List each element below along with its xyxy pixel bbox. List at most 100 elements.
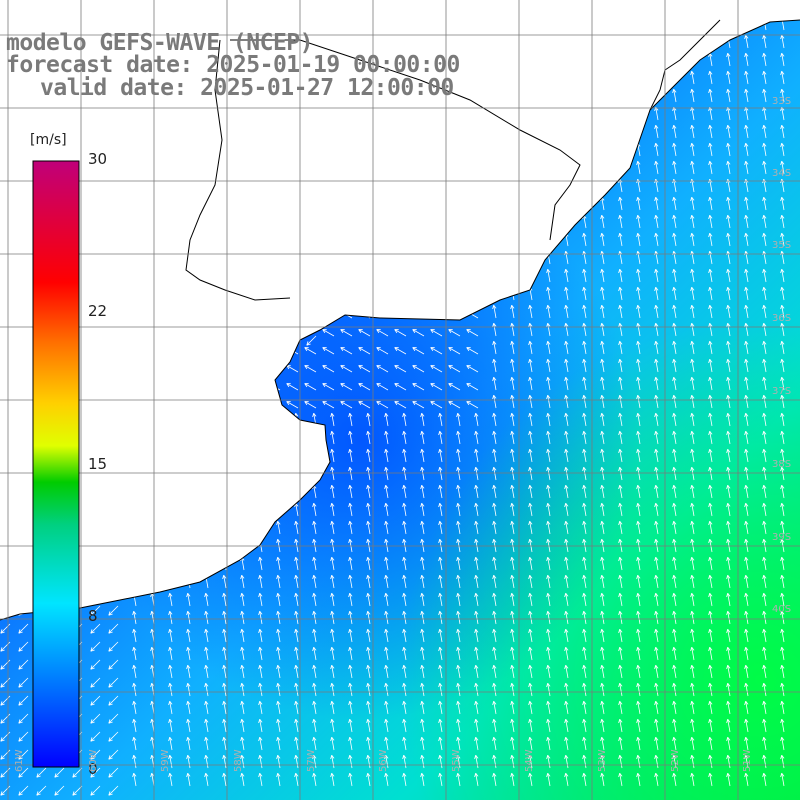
wind-arrow-head xyxy=(709,34,713,39)
wind-arrow-head xyxy=(448,275,452,280)
wind-arrow-head xyxy=(312,413,315,418)
wind-arrow-head xyxy=(709,124,713,129)
wind-arrow-head xyxy=(727,556,731,561)
wind-arrow-head xyxy=(412,167,416,172)
wind-arrow xyxy=(214,365,227,373)
wind-arrow-head xyxy=(457,646,461,651)
wind-arrow-head xyxy=(0,199,5,202)
wind-arrow-head xyxy=(618,287,621,292)
wind-arrow-head xyxy=(726,323,729,328)
wind-arrow-head xyxy=(252,197,255,202)
wind-arrow xyxy=(0,623,11,634)
wind-arrow xyxy=(655,251,659,265)
wind-arrow-head xyxy=(270,145,275,148)
wind-arrow-head xyxy=(466,131,470,136)
wind-arrow-head xyxy=(216,341,219,346)
wind-arrow-head xyxy=(493,448,497,453)
wind-arrow-head xyxy=(637,304,641,309)
wind-arrow-head xyxy=(376,293,380,298)
wind-arrow xyxy=(673,341,677,355)
wind-arrow xyxy=(547,89,551,103)
wind-arrow xyxy=(511,521,515,535)
wind-arrow-head xyxy=(402,575,405,580)
wind-arrow xyxy=(412,293,425,301)
wind-arrow-head xyxy=(474,611,477,616)
wind-arrow-head xyxy=(168,557,171,562)
wind-arrow xyxy=(709,611,713,625)
wind-arrow-head xyxy=(330,629,333,634)
wind-arrow-head xyxy=(72,143,75,148)
wind-arrow-head xyxy=(763,268,767,273)
wind-arrow-head xyxy=(510,287,513,292)
wind-arrow-head xyxy=(54,109,59,112)
wind-arrow xyxy=(162,173,173,184)
wind-arrow-head xyxy=(277,502,281,507)
wind-arrow-head xyxy=(240,575,243,580)
wind-arrow-head xyxy=(240,467,243,472)
wind-arrow xyxy=(583,395,587,409)
wind-arrow-head xyxy=(709,20,713,21)
wind-arrow-head xyxy=(493,430,497,435)
wind-arrow xyxy=(358,41,371,49)
wind-arrow-head xyxy=(223,646,227,651)
wind-arrow-head xyxy=(690,269,693,274)
wind-arrow xyxy=(277,575,281,589)
wind-arrow-head xyxy=(673,196,677,201)
wind-arrow-head xyxy=(277,646,281,651)
wind-arrow-head xyxy=(252,145,257,148)
wind-arrow xyxy=(322,383,335,391)
wind-arrow xyxy=(205,629,209,643)
wind-arrow xyxy=(547,341,551,355)
wind-arrow xyxy=(340,347,353,355)
wind-arrow xyxy=(252,155,263,166)
wind-arrow-head xyxy=(394,149,398,154)
wind-arrow-head xyxy=(108,269,111,274)
wind-arrow-head xyxy=(108,613,113,616)
wind-arrow xyxy=(252,101,263,112)
wind-arrow-head xyxy=(546,20,549,22)
wind-arrow xyxy=(394,293,407,301)
wind-arrow xyxy=(511,467,515,481)
wind-arrow xyxy=(457,575,461,589)
wind-arrow-head xyxy=(601,358,605,363)
wind-arrow-head xyxy=(366,413,369,418)
wind-arrow-head xyxy=(277,412,281,417)
wind-arrow xyxy=(214,383,227,391)
wind-arrow-head xyxy=(492,629,495,634)
wind-arrow-head xyxy=(745,592,749,597)
wind-arrow-head xyxy=(690,611,693,616)
wind-arrow-head xyxy=(546,197,549,202)
wind-arrow-head xyxy=(636,341,639,346)
wind-arrow xyxy=(205,431,209,445)
wind-arrow-head xyxy=(88,365,92,370)
wind-arrow-head xyxy=(528,53,531,58)
wind-arrow-head xyxy=(781,124,785,129)
wind-arrow xyxy=(727,611,731,625)
wind-arrow-head xyxy=(601,322,605,327)
wind-arrow-head xyxy=(510,557,513,562)
wind-arrow-head xyxy=(241,628,245,633)
wind-arrow-head xyxy=(565,286,569,291)
wind-arrow xyxy=(583,593,587,607)
wind-arrow-head xyxy=(673,538,677,543)
wind-arrow-head xyxy=(475,484,479,489)
wind-arrow-head xyxy=(144,163,149,166)
wind-arrow-head xyxy=(691,304,695,309)
wind-arrow-head xyxy=(762,521,765,526)
wind-arrow-head xyxy=(348,521,351,526)
wind-arrow-head xyxy=(348,647,351,652)
wind-arrow-head xyxy=(376,221,380,226)
wind-arrow xyxy=(511,233,515,247)
wind-arrow xyxy=(691,467,695,481)
wind-arrow xyxy=(637,557,641,571)
wind-arrow xyxy=(259,467,263,481)
wind-arrow-head xyxy=(781,628,785,633)
wind-arrow-head xyxy=(456,629,459,634)
wind-arrow xyxy=(412,185,425,193)
wind-arrow-head xyxy=(142,401,146,406)
wind-arrow-head xyxy=(492,269,495,274)
wind-arrow-head xyxy=(466,275,470,280)
wind-arrow-head xyxy=(222,611,225,616)
wind-arrow-head xyxy=(384,647,387,652)
wind-arrow-head xyxy=(636,125,639,130)
